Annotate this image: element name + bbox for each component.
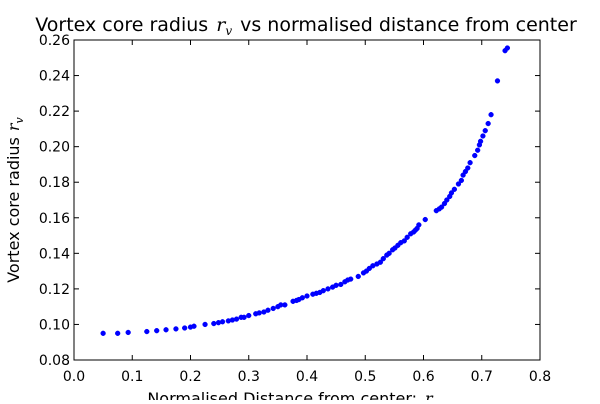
data-point: [451, 186, 458, 192]
data-point: [320, 288, 326, 294]
y-tick-label: 0.20: [39, 140, 70, 156]
data-point: [448, 190, 455, 196]
x-axis-label: Normalised Distance from center: r: [147, 389, 434, 400]
data-point: [115, 330, 121, 336]
x-tick-label: 0.2: [179, 369, 201, 385]
data-point: [404, 234, 410, 240]
data-point: [233, 316, 240, 322]
data-point: [219, 319, 226, 325]
data-point: [270, 305, 276, 312]
data-point: [182, 325, 188, 331]
data-point: [202, 321, 208, 328]
data-point: [485, 120, 491, 127]
data-point: [256, 310, 262, 316]
title-subscript: v: [225, 24, 232, 38]
data-point: [494, 78, 501, 84]
data-point: [348, 276, 354, 282]
data-point: [386, 250, 392, 256]
data-point: [338, 281, 344, 288]
data-point: [504, 45, 511, 51]
x-tick-label: 0.8: [529, 369, 551, 385]
data-point: [299, 295, 305, 301]
y-tick-label: 0.18: [39, 175, 70, 191]
data-point: [438, 204, 445, 210]
data-point: [475, 147, 481, 153]
data-point: [477, 138, 484, 144]
y-tick-label: 0.10: [39, 317, 70, 333]
title-symbol: r: [216, 14, 227, 36]
y-axis-label: Vortex core radius rv: [4, 116, 26, 282]
data-point: [416, 222, 422, 228]
y-axis-label-prefix: Vortex core radius: [4, 137, 23, 283]
data-point: [144, 328, 150, 335]
y-tick-label: 0.12: [39, 282, 70, 298]
title-suffix: vs normalised distance from center: [240, 14, 577, 36]
data-point: [488, 112, 494, 118]
x-tick-label: 0.3: [238, 369, 260, 385]
title-prefix: Vortex core radius: [35, 14, 208, 36]
data-point: [163, 327, 169, 333]
data-point: [377, 259, 384, 265]
data-point: [472, 152, 478, 159]
x-axis-label-symbol: r: [425, 389, 434, 400]
data-point: [282, 302, 288, 308]
data-point: [246, 312, 252, 319]
data-point: [304, 293, 310, 299]
data-point: [154, 328, 160, 334]
data-point: [422, 216, 428, 223]
x-tick-label: 0.7: [471, 369, 493, 385]
y-tick-label: 0.14: [39, 246, 70, 262]
data-point: [211, 320, 217, 327]
axis-ticks: 0.0 0.1 0.2 0.3 0.4 0.5 0.6 0.7 0.8 0.08 0.10 0.12 0…: [39, 33, 551, 385]
data-point: [401, 238, 407, 244]
data-point: [355, 273, 361, 280]
x-tick-label: 0.0: [63, 369, 85, 385]
x-tick-label: 0.4: [296, 369, 318, 385]
data-point: [125, 329, 131, 336]
y-tick-label: 0.16: [39, 211, 70, 227]
data-points: [100, 45, 511, 336]
data-point: [480, 133, 486, 139]
x-tick-label: 0.6: [412, 369, 434, 385]
data-point: [465, 165, 471, 171]
x-tick-label: 0.1: [121, 369, 143, 385]
data-point: [265, 307, 271, 313]
data-point: [458, 177, 465, 184]
data-point: [467, 160, 473, 166]
data-point: [482, 128, 488, 134]
y-axis-label-symbol: r: [4, 122, 23, 131]
data-point: [444, 197, 450, 203]
y-tick-label: 0.08: [39, 353, 70, 369]
data-point: [100, 330, 106, 336]
plot-frame: [73, 39, 541, 361]
y-tick-label: 0.26: [39, 33, 70, 49]
y-tick-label: 0.24: [39, 69, 70, 85]
data-point: [173, 326, 179, 332]
x-tick-label: 0.5: [354, 369, 376, 385]
data-point: [191, 323, 197, 329]
data-point: [380, 256, 386, 262]
data-point: [366, 265, 372, 272]
y-tick-label: 0.22: [39, 104, 70, 120]
data-point: [333, 282, 339, 288]
data-point: [325, 286, 331, 292]
x-axis-label-prefix: Normalised Distance from center:: [147, 389, 417, 400]
chart-title: Vortex core radius rv vs normalised distan…: [35, 14, 577, 38]
data-point: [241, 314, 247, 320]
y-axis-label-subscript: v: [13, 116, 26, 123]
data-point: [455, 181, 462, 187]
